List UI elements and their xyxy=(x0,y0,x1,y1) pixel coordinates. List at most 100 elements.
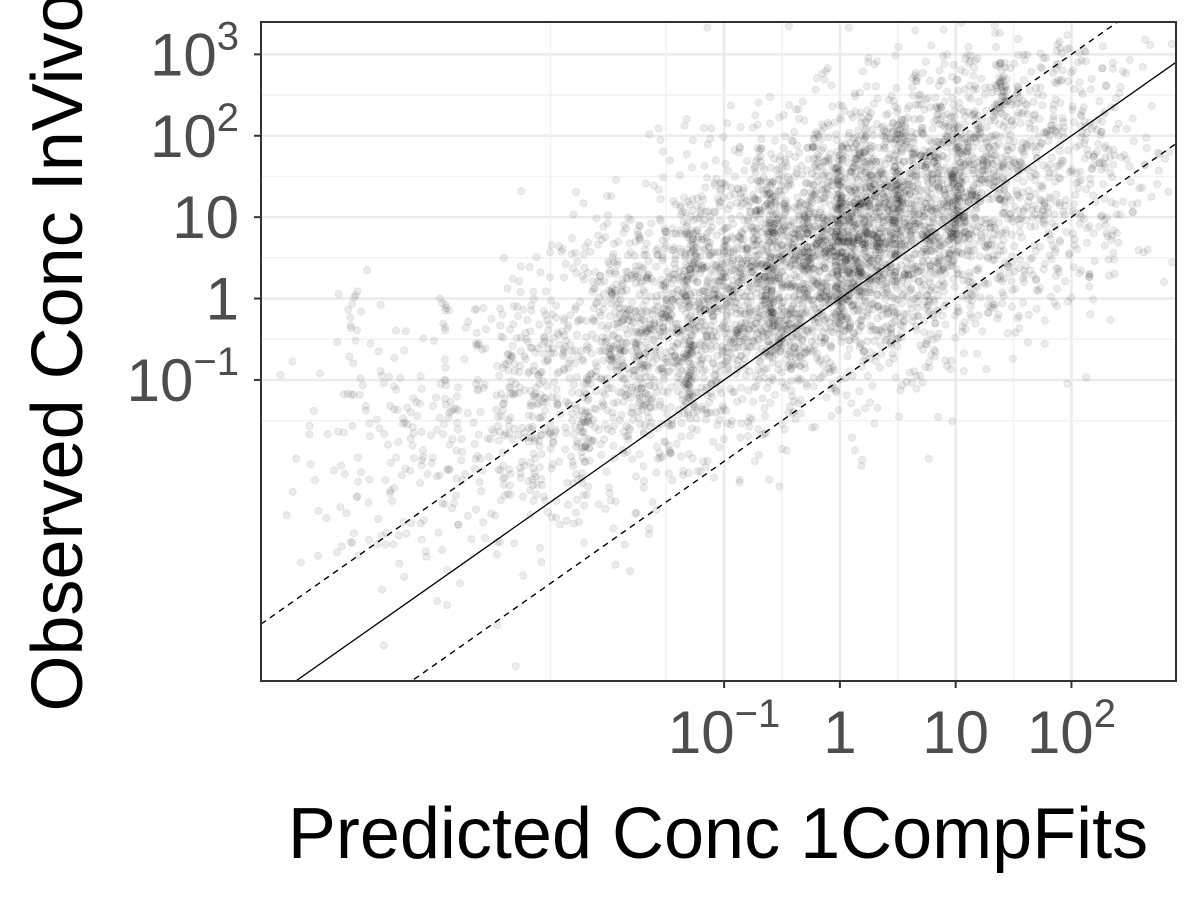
data-point xyxy=(638,265,647,274)
data-point xyxy=(529,464,538,473)
data-point xyxy=(478,345,487,354)
data-point xyxy=(642,276,651,285)
data-point xyxy=(586,247,595,256)
data-point xyxy=(678,304,687,313)
data-point xyxy=(431,393,441,402)
data-point xyxy=(544,427,553,436)
data-point xyxy=(704,251,713,260)
data-point xyxy=(580,434,589,443)
data-point xyxy=(639,477,649,486)
data-point xyxy=(656,327,665,337)
data-point xyxy=(639,483,648,492)
data-point xyxy=(616,343,625,352)
data-point xyxy=(323,430,332,439)
data-point xyxy=(789,218,798,227)
data-point xyxy=(582,374,591,383)
data-point xyxy=(381,540,390,549)
data-point xyxy=(868,381,877,390)
data-point xyxy=(638,401,648,411)
data-point xyxy=(332,548,341,557)
data-point xyxy=(730,343,739,353)
data-point xyxy=(558,327,567,336)
data-point xyxy=(739,309,749,318)
data-point xyxy=(687,363,696,372)
data-point xyxy=(704,274,713,283)
data-point xyxy=(588,314,598,323)
data-point xyxy=(721,242,730,251)
data-point xyxy=(571,508,581,517)
data-point xyxy=(538,397,547,407)
data-point xyxy=(709,473,719,482)
data-point xyxy=(679,340,688,349)
data-point xyxy=(669,275,678,284)
data-point xyxy=(572,442,581,451)
data-point xyxy=(660,282,669,291)
data-point xyxy=(1038,207,1047,216)
data-point xyxy=(592,362,602,371)
data-point xyxy=(655,312,664,321)
data-point xyxy=(638,379,647,388)
data-point xyxy=(1071,191,1080,200)
data-point xyxy=(669,297,678,306)
data-point xyxy=(609,250,618,259)
data-point xyxy=(1019,298,1028,307)
data-point xyxy=(646,373,656,382)
data-point xyxy=(736,234,745,244)
data-point xyxy=(365,419,374,428)
data-point xyxy=(649,181,658,190)
data-point xyxy=(572,470,581,479)
data-point xyxy=(578,271,587,281)
data-point xyxy=(636,400,645,410)
data-point xyxy=(452,446,461,455)
data-point xyxy=(703,140,712,149)
data-point xyxy=(311,476,320,485)
data-point xyxy=(813,349,822,358)
data-point xyxy=(635,234,645,243)
data-point xyxy=(922,95,931,104)
data-point xyxy=(1106,315,1115,325)
data-point xyxy=(703,23,712,32)
data-point xyxy=(804,325,813,334)
data-point xyxy=(686,330,695,339)
data-point xyxy=(628,408,637,417)
data-point xyxy=(909,295,918,304)
data-point xyxy=(683,303,693,312)
data-point xyxy=(590,316,600,325)
data-point xyxy=(816,194,825,203)
data-point xyxy=(603,406,612,415)
data-point xyxy=(684,345,693,354)
data-point xyxy=(525,263,534,272)
data-point xyxy=(819,187,828,196)
data-point xyxy=(627,271,636,280)
data-point xyxy=(652,262,661,271)
data-point xyxy=(681,260,690,269)
data-point xyxy=(758,394,767,403)
data-point xyxy=(676,353,685,362)
data-point xyxy=(632,345,642,354)
data-point xyxy=(415,399,424,408)
data-point xyxy=(611,560,620,569)
data-point xyxy=(604,257,613,266)
data-point xyxy=(760,411,770,420)
data-point xyxy=(918,378,927,387)
data-point xyxy=(516,347,526,356)
data-point xyxy=(601,347,610,356)
data-point xyxy=(664,274,673,283)
data-point xyxy=(724,365,733,374)
data-point xyxy=(868,172,877,181)
data-point xyxy=(658,147,668,156)
data-point xyxy=(305,421,314,430)
data-point xyxy=(709,316,718,325)
data-point xyxy=(886,325,895,334)
data-point xyxy=(637,277,647,286)
data-point xyxy=(807,276,816,285)
data-point xyxy=(625,369,634,378)
data-point xyxy=(675,362,684,371)
data-point xyxy=(964,42,973,52)
data-point xyxy=(612,292,621,301)
data-point xyxy=(663,358,672,367)
data-point xyxy=(454,520,463,529)
data-point xyxy=(563,478,572,487)
data-point xyxy=(643,407,652,416)
data-point xyxy=(809,300,818,309)
